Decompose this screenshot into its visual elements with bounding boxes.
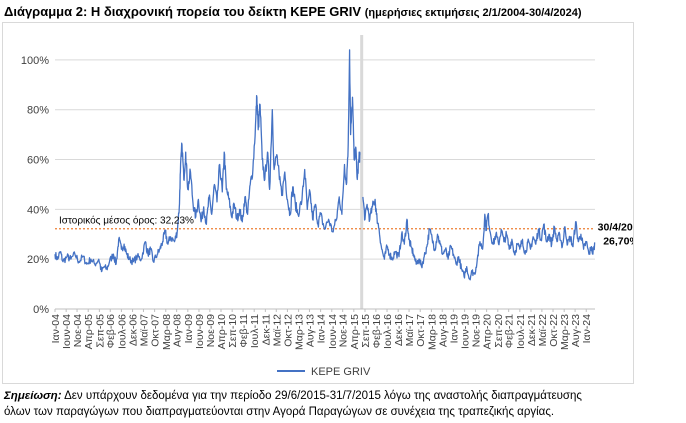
footnote-text-line1: Δεν υπάρχουν δεδομένα για την περίοδο 29… [64,390,582,402]
x-tick-label: Αυγ-13 [304,314,316,347]
x-tick-label: Φεβ-16 [371,314,383,348]
x-tick-label: Ιαν-19 [448,314,460,344]
x-tick-label: Ιουλ-11 [249,314,261,348]
legend-label: ΚΕΡΕ GRIV [311,366,371,378]
x-tick-label: Μαρ-08 [161,314,173,350]
x-tick-label: Απρ-20 [482,314,494,350]
x-tick-label: Σεπ-05 [94,314,106,348]
x-tick-label: Ιουλ-16 [382,314,394,349]
footnote: Σημείωση: Δεν υπάρχουν δεδομένα για την … [4,388,644,420]
x-tick-label: Ιουν-04 [61,314,73,349]
x-tick-label: Ιαν-24 [581,314,593,344]
end-date-label: 30/4/2024 [598,222,633,234]
historical-mean-label: Ιστορικός μέσος όρος: 32,23% [59,215,194,227]
footnote-text-line2: όλων των παραγώγων που διαπραγματεύονται… [4,406,555,418]
y-tick-label: 80% [27,105,49,117]
x-tick-label: Νοε-09 [205,314,217,347]
x-tick-label: Οκτ-12 [282,314,294,347]
x-tick-label: Αυγ-18 [437,314,449,347]
x-tick-label: Σεπ-10 [227,314,239,348]
x-tick-label: Ιουλ-06 [116,314,128,349]
x-tick-label: Σεπ-15 [360,314,372,348]
y-tick-label: 20% [27,254,49,266]
x-tick-label: Μαϊ-12 [271,314,283,346]
x-tick-label: Μαρ-13 [294,314,306,350]
x-tick-label: Νοε-19 [470,314,482,347]
x-tick-label: Οκτ-07 [150,314,162,347]
x-tick-label: Απρ-05 [83,314,95,350]
x-tick-label: Νοε-14 [338,314,350,347]
x-tick-label: Απρ-10 [216,314,228,350]
x-tick-label: Ιουν-14 [327,314,339,349]
x-tick-label: Σεπ-20 [493,314,505,348]
x-tick-label: Μαϊ-17 [404,314,416,346]
x-tick-label: Αυγ-23 [570,314,582,347]
x-tick-label: Δεκ-21 [526,314,538,346]
grid-lines [55,59,595,310]
end-value-label: 26,70% [603,236,633,248]
chart-title: Διάγραμμα 2: Η διαχρονική πορεία του δεί… [4,4,582,19]
x-tick-label: Φεβ-11 [238,314,250,348]
x-tick-label: Δεκ-11 [260,314,272,346]
series-line-kepe-griv [54,49,596,281]
x-tick-label: Φεβ-21 [504,314,516,348]
x-tick-label: Ιουν-19 [460,314,472,349]
x-tick-label: Μαϊ-07 [138,314,150,346]
x-tick-label: Αυγ-08 [172,314,184,347]
x-tick-label: Δεκ-06 [128,314,140,346]
x-tick-label: Μαρ-23 [559,314,571,350]
x-tick-label: Ιαν-04 [50,314,62,344]
x-tick-label: Ιουν-09 [194,314,206,349]
y-tick-label: 40% [27,204,49,216]
y-tick-label: 0% [33,304,49,316]
chart-title-sub: (ημερήσιες εκτιμήσεις 2/1/2004-30/4/2024… [364,7,582,19]
x-tick-label: Ιουλ-21 [515,314,527,349]
missing-data-band [360,35,364,309]
x-tick-label: Μαρ-18 [426,314,438,350]
x-tick-label: Νοε-04 [72,314,84,347]
y-tick-label: 100% [21,55,49,67]
x-tick-label: Οκτ-22 [548,314,560,347]
x-tick-label: Μαϊ-22 [537,314,549,346]
x-tick-label: Φεβ-06 [105,314,117,348]
y-tick-label: 60% [27,155,49,167]
x-tick-label: Οκτ-17 [415,314,427,347]
y-axis-ticks: 0% 20% 40% 60% 80% 100% [21,55,49,316]
chart-frame: 0% 20% 40% 60% 80% 100% Ιαν-04 Ιουν-04 Νοε-04 Απ… [2,22,634,384]
chart-title-main: Διάγραμμα 2: Η διαχρονική πορεία του δεί… [4,4,362,19]
x-tick-label: Ιαν-14 [316,314,328,344]
x-tick-label: Ιαν-09 [183,314,195,344]
footnote-label: Σημείωση: [4,390,62,402]
x-tick-label: Δεκ-16 [393,314,405,346]
x-tick-label: Απρ-15 [349,314,361,350]
